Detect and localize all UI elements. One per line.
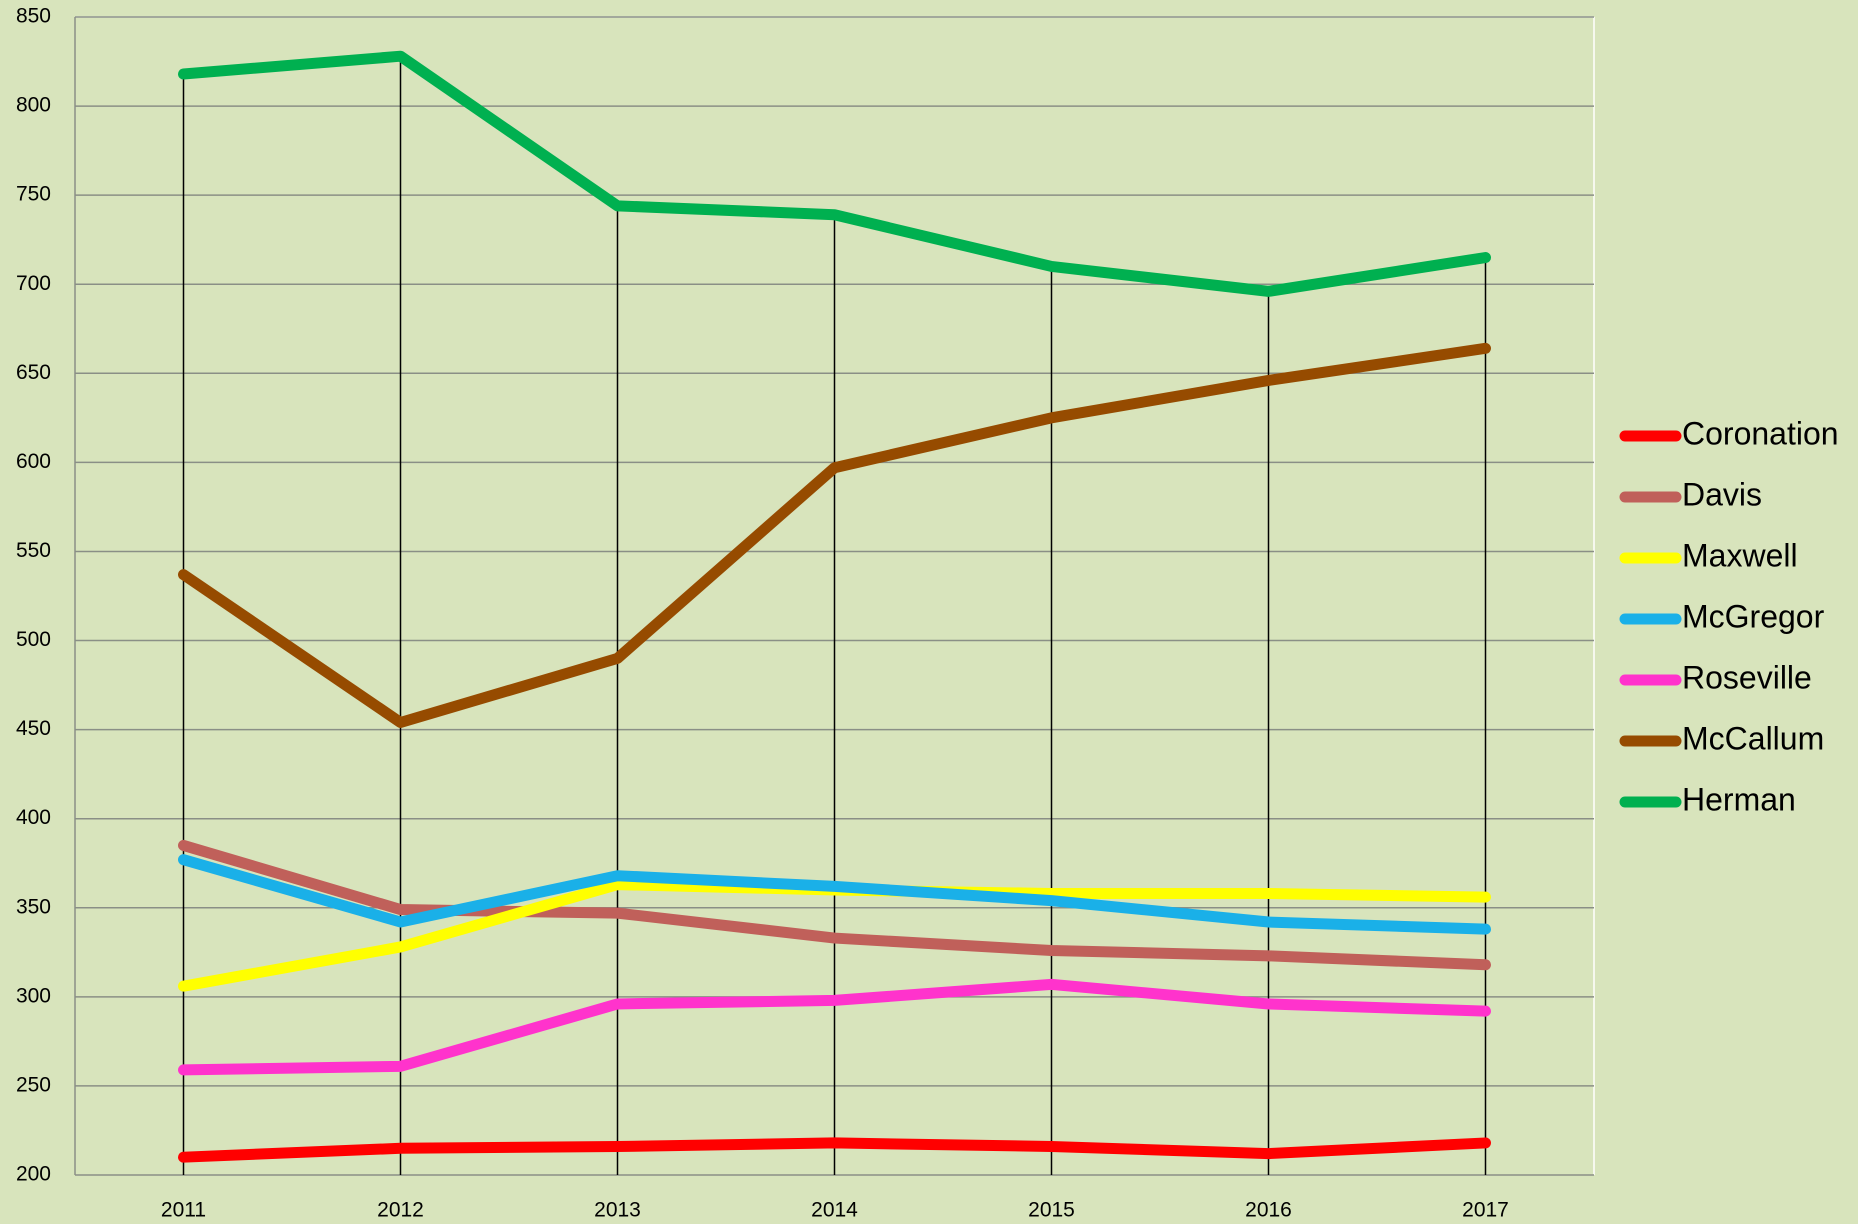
- y-tick-label: 200: [16, 1163, 51, 1186]
- series-line: [178, 50, 1491, 297]
- y-tick-label: 850: [16, 5, 51, 28]
- y-tick-label: 700: [16, 272, 51, 295]
- x-tick-label: 2014: [811, 1199, 858, 1222]
- x-tick-label: 2013: [594, 1199, 641, 1222]
- series-line: [178, 854, 1491, 935]
- y-tick-label: 500: [16, 628, 51, 651]
- series-line: [178, 839, 1491, 971]
- y-tick-label: 550: [16, 539, 51, 562]
- y-tick-label: 800: [16, 94, 51, 117]
- legend-label: McGregor: [1682, 598, 1825, 634]
- y-tick-label: 600: [16, 450, 51, 473]
- series-line: [178, 978, 1491, 1076]
- y-tick-label: 350: [16, 895, 51, 918]
- series-line: [178, 342, 1491, 728]
- series-line: [178, 1137, 1491, 1163]
- x-tick-label: 2011: [161, 1199, 206, 1222]
- legend-label: Herman: [1682, 781, 1796, 817]
- legend-label: Coronation: [1682, 415, 1839, 451]
- legend-label: McCallum: [1682, 720, 1824, 756]
- legend-label: Roseville: [1682, 659, 1812, 695]
- y-tick-label: 300: [16, 984, 51, 1007]
- y-tick-label: 400: [16, 806, 51, 829]
- x-tick-label: 2012: [377, 1199, 424, 1222]
- y-tick-label: 450: [16, 717, 51, 740]
- y-tick-label: 250: [16, 1073, 51, 1096]
- legend-label: Davis: [1682, 476, 1762, 512]
- y-tick-label: 650: [16, 361, 51, 384]
- y-tick-label: 750: [16, 183, 51, 206]
- x-tick-label: 2015: [1028, 1199, 1075, 1222]
- x-tick-label: 2016: [1245, 1199, 1292, 1222]
- x-tick-label: 2017: [1462, 1199, 1509, 1222]
- legend-label: Maxwell: [1682, 537, 1798, 573]
